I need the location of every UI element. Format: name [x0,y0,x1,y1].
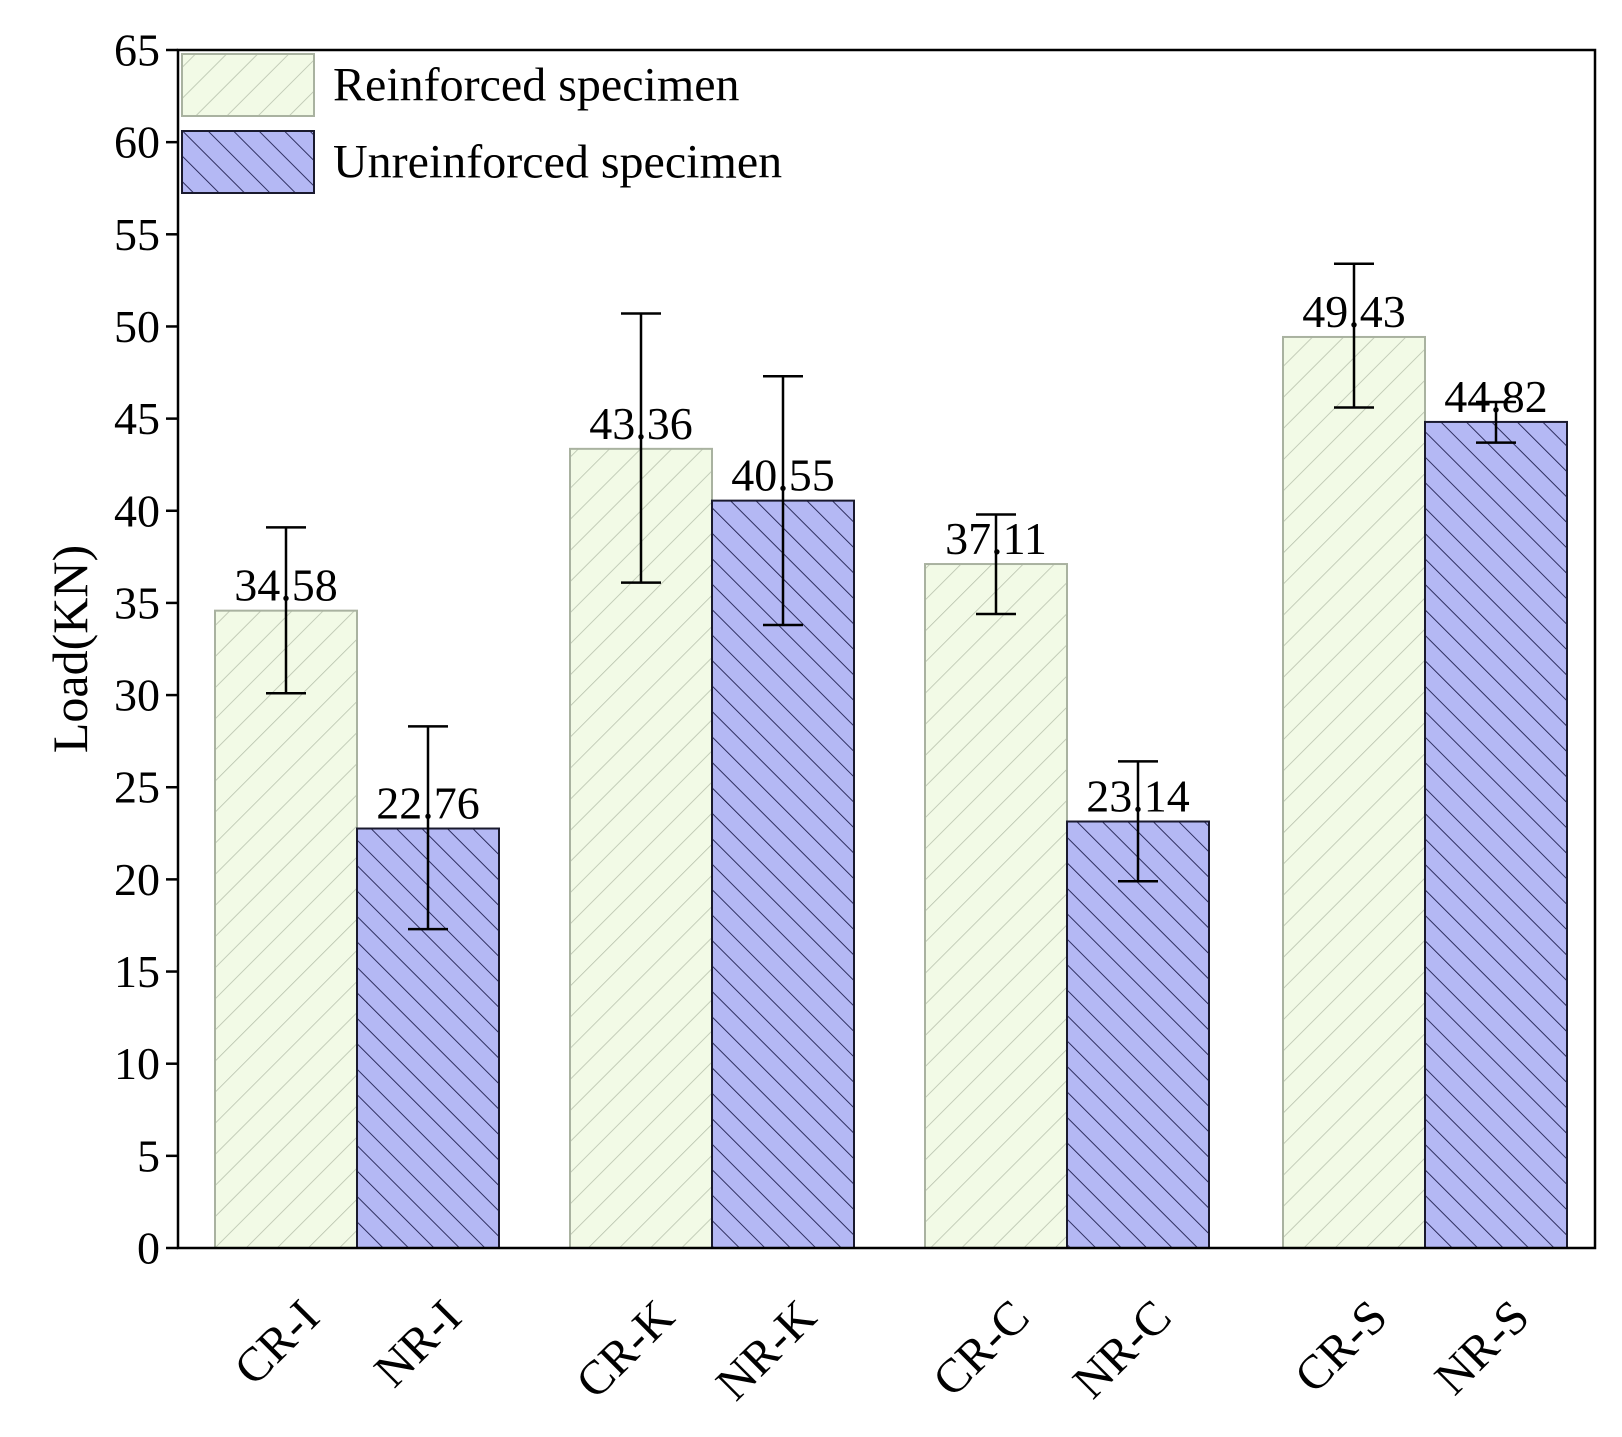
x-tick-label-cr-k: CR-K [566,1290,685,1409]
y-tick-label-25: 25 [114,762,160,813]
legend-label: Reinforced specimen [333,59,740,112]
y-tick-label-20: 20 [114,854,160,905]
x-tick-label-cr-i: CR-I [224,1290,329,1395]
value-label-cr-k: 43.36 [589,398,693,449]
bar-nr-c [1066,820,1210,1250]
error-bar-nr-c [1118,760,1158,883]
value-labels-layer: 34.58 43.36 37.11 49.43 22.76 40.55 23.14 44.82 [234,286,1548,829]
error-bar-nr-i [408,725,448,931]
legend-entry-reinforced: Reinforced specimen [181,53,740,117]
legend-label: Unreinforced specimen [333,136,782,189]
error-bar-cr-c [976,513,1016,616]
x-tick-label-nr-s: NR-S [1425,1290,1540,1405]
legend-entry-unreinforced: Unreinforced specimen [181,130,782,194]
y-tick-label-0: 0 [137,1223,160,1274]
bar-cr-s [1282,335,1426,1249]
y-tick-label-50: 50 [114,301,160,352]
value-label-nr-i: 22.76 [376,778,480,829]
error-bar-cr-s [1334,262,1374,409]
legend: Reinforced specimen Unreinforced specimen [181,53,782,194]
x-tick-label-nr-k: NR-K [706,1290,827,1411]
error-bar-cr-i [266,526,306,695]
value-label-nr-c: 23.14 [1086,771,1190,822]
y-tick-label-45: 45 [114,393,160,444]
y-tick-label-15: 15 [114,946,160,997]
y-tick-label-55: 55 [114,209,160,260]
error-bar-nr-s [1476,400,1516,444]
x-tick-label-cr-c: CR-C [923,1290,1040,1407]
y-tick-label-5: 5 [137,1130,160,1181]
y-tick-label-35: 35 [114,577,160,628]
legend-swatch [181,130,315,194]
bar-cr-i [214,609,358,1249]
value-label-nr-k: 40.55 [731,450,835,501]
y-axis-title: Load(KN) [42,545,98,753]
bar-nr-s [1424,420,1568,1249]
x-tick-label-nr-i: NR-I [364,1290,471,1397]
value-label-cr-c: 37.11 [945,513,1047,564]
y-tick-label-60: 60 [114,117,160,168]
value-label-cr-s: 49.43 [1302,286,1406,337]
y-tick-label-10: 10 [114,1038,160,1089]
y-tick-label-40: 40 [114,485,160,536]
error-bar-cr-k [621,312,661,584]
legend-swatch [181,53,315,117]
error-bars-layer [266,262,1516,931]
y-tick-label-65: 65 [114,25,160,76]
x-tick-label-nr-c: NR-C [1063,1290,1182,1409]
value-label-nr-s: 44.82 [1444,371,1548,422]
plot-frame [176,48,1597,1250]
x-tick-label-cr-s: CR-S [1285,1290,1398,1403]
value-label-cr-i: 34.58 [234,560,338,611]
error-bar-nr-k [763,374,803,627]
y-tick-label-30: 30 [114,670,160,721]
bar-cr-c [924,563,1068,1249]
